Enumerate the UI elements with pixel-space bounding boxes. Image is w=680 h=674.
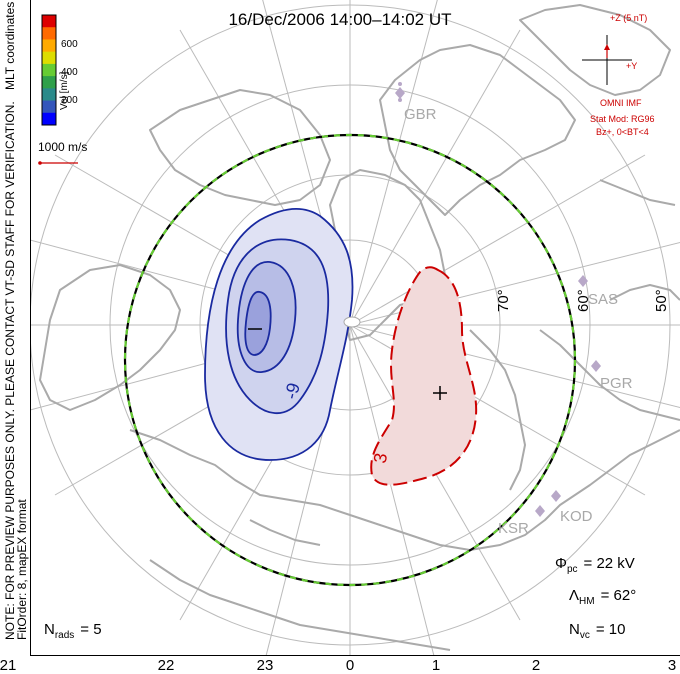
radar-site-gbr bbox=[395, 82, 405, 102]
coordinate-label: MLT coordinates bbox=[3, 2, 17, 90]
colorbar-label: Vel [m/s] bbox=[59, 71, 70, 110]
mlt-tick-21: 21 bbox=[0, 657, 16, 674]
radar-label-sas: SAS bbox=[588, 291, 618, 308]
velocity-colorbar bbox=[41, 14, 57, 126]
colorbar-tick-200: 200 bbox=[61, 95, 78, 106]
imf-z-label: +Z (5 nT) bbox=[610, 13, 647, 23]
positive-potential-cell bbox=[370, 266, 478, 486]
colorbar-segment bbox=[42, 88, 56, 102]
preview-note: NOTE: FOR PREVIEW PURPOSES ONLY. PLEASE … bbox=[3, 101, 17, 640]
contour-label-pos: 3 bbox=[370, 451, 391, 464]
stat-lambda-hm: ΛHM = 62° bbox=[569, 587, 636, 607]
radar-label-gbr: GBR bbox=[404, 106, 437, 123]
imf-model-line2: Bz+, 0<BT<4 bbox=[596, 127, 649, 137]
colorbar-segment bbox=[42, 27, 56, 40]
stat-n-vc: Nvc = 10 bbox=[569, 621, 625, 641]
mlt-tick-2: 2 bbox=[532, 657, 540, 674]
radar-sites bbox=[395, 82, 601, 517]
hm-boundary-dash bbox=[123, 133, 577, 587]
map-title: 16/Dec/2006 14:00–14:02 UT bbox=[228, 10, 451, 29]
meridian-grid bbox=[31, 0, 680, 655]
mlt-tick-3: 3 bbox=[668, 657, 676, 674]
mlt-tick-0: 0 bbox=[346, 657, 354, 674]
lat-label-50: 50° bbox=[653, 289, 670, 312]
imf-y-label: +Y bbox=[626, 61, 637, 71]
map-frame bbox=[30, 0, 680, 656]
colorbar-segment bbox=[42, 112, 56, 126]
colorbar-segment bbox=[42, 39, 56, 53]
coastlines bbox=[39, 4, 680, 651]
imf-source: OMNI IMF bbox=[600, 98, 642, 108]
radar-site-pgr bbox=[591, 360, 601, 372]
fit-order-note: FitOrder: 8, mapEX format bbox=[15, 499, 29, 640]
colorbar-tick-600: 600 bbox=[61, 39, 78, 50]
stat-n-rads: Nrads = 5 bbox=[44, 621, 102, 641]
radar-label-ksr: KSR bbox=[498, 520, 529, 537]
radar-site-sas bbox=[578, 275, 588, 287]
pole-marker bbox=[343, 316, 361, 328]
imf-model-line1: Stat Mod: RG96 bbox=[590, 114, 655, 124]
radar-site-kod bbox=[551, 490, 561, 502]
mlt-tick-22: 22 bbox=[158, 657, 175, 674]
colorbar-tick-400: 400 bbox=[61, 67, 78, 78]
mlt-tick-1: 1 bbox=[432, 657, 440, 674]
contour-label-neg: -9 bbox=[281, 381, 304, 402]
lat-label-70: 70° bbox=[495, 289, 512, 312]
stat-phi-pc: Φpc = 22 kV bbox=[555, 555, 635, 575]
mlt-tick-23: 23 bbox=[257, 657, 274, 674]
colorbar-segment bbox=[42, 63, 56, 77]
negative-potential-cell bbox=[204, 208, 354, 461]
radar-label-pgr: PGR bbox=[600, 375, 633, 392]
colorbar-segment bbox=[42, 15, 56, 28]
mlt-axis: 21 22 23 0 1 2 3 bbox=[0, 657, 676, 674]
radar-label-kod: KOD bbox=[560, 508, 593, 525]
imf-clock bbox=[582, 35, 632, 85]
potential-max-marker bbox=[433, 386, 447, 400]
radar-site-ksr bbox=[535, 505, 545, 517]
colorbar-segment bbox=[42, 76, 56, 89]
colorbar-segment bbox=[42, 100, 56, 114]
colorbar-segment bbox=[42, 51, 56, 65]
lat-label-60: 60° bbox=[575, 289, 592, 312]
vector-scale-dot bbox=[38, 161, 42, 165]
vector-scale-label: 1000 m/s bbox=[38, 140, 87, 154]
colorbar-outline bbox=[41, 14, 57, 126]
